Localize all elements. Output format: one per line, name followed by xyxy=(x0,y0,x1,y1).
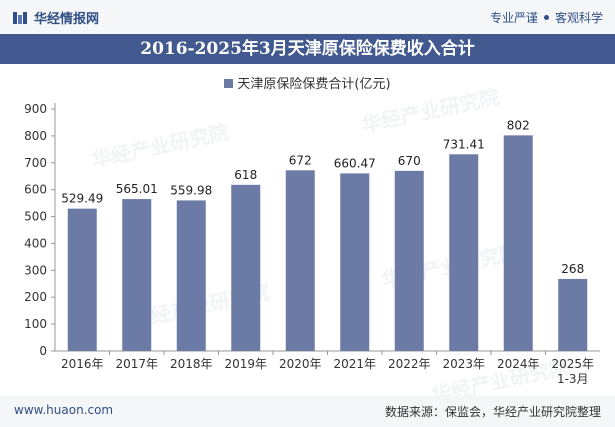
slogan-right: 客观科学 xyxy=(554,11,603,25)
data-label: 268 xyxy=(561,262,584,276)
top-bar: 华经情报网 专业严谨 客观科学 xyxy=(0,0,615,34)
x-tick-label: 2021年 xyxy=(333,357,376,371)
bar xyxy=(285,170,315,351)
data-label: 802 xyxy=(507,118,530,132)
x-tick-label-line: 1-3月 xyxy=(557,372,589,386)
x-tick-label: 2016年 xyxy=(61,357,104,371)
slogan: 专业严谨 客观科学 xyxy=(490,9,603,26)
bar xyxy=(449,154,479,351)
legend-swatch xyxy=(224,79,234,88)
y-tick-label: 500 xyxy=(24,210,47,224)
data-label: 618 xyxy=(234,168,257,182)
y-tick-label: 200 xyxy=(24,290,47,304)
data-label: 670 xyxy=(398,154,421,168)
data-label: 559.98 xyxy=(170,183,212,197)
x-tick-label-line: 2016年 xyxy=(61,357,104,371)
bar xyxy=(176,200,206,351)
brand-name: 华经情报网 xyxy=(34,12,100,27)
footer: www.huaon.com 数据来源：保监会，华经产业研究院整理 xyxy=(0,396,615,427)
data-label: 660.47 xyxy=(334,156,376,170)
data-label: 529.49 xyxy=(61,192,103,206)
footer-source: 数据来源：保监会，华经产业研究院整理 xyxy=(384,405,601,419)
legend-label: 天津原保险保费合计(亿元) xyxy=(237,77,391,92)
x-tick-label-line: 2023年 xyxy=(442,357,485,371)
slogan-left: 专业严谨 xyxy=(489,11,538,25)
bar xyxy=(231,184,261,351)
y-tick-label: 800 xyxy=(24,129,47,143)
y-tick-label: 0 xyxy=(39,344,47,358)
x-tick-label-line: 2017年 xyxy=(115,357,158,371)
x-tick-label: 2020年 xyxy=(279,357,322,371)
x-tick-label: 2017年 xyxy=(115,357,158,371)
footer-website-link[interactable]: www.huaon.com xyxy=(14,403,114,417)
x-tick-label: 2025年 1-3月 xyxy=(551,357,594,386)
y-tick-label: 400 xyxy=(24,236,47,250)
bar xyxy=(340,173,370,351)
x-tick-label-line: 2024年 xyxy=(497,357,540,371)
x-tick-label-line: 2021年 xyxy=(333,357,376,371)
chart-legend: 天津原保险保费合计(亿元) xyxy=(0,73,615,92)
dot-separator-icon xyxy=(543,15,549,20)
bar xyxy=(122,199,152,351)
x-tick-label-line: 2022年 xyxy=(388,357,431,371)
y-tick-label: 700 xyxy=(24,156,47,170)
y-tick-label: 300 xyxy=(24,263,47,277)
chart-title: 2016-2025年3月天津原保险保费收入合计 xyxy=(0,34,615,64)
brand-logo-icon xyxy=(12,10,28,26)
x-tick-label-line: 2020年 xyxy=(279,357,322,371)
brand[interactable]: 华经情报网 xyxy=(12,8,99,27)
data-label: 565.01 xyxy=(116,182,158,196)
x-tick-label: 2024年 xyxy=(497,357,540,371)
bar xyxy=(67,208,97,351)
y-tick-label: 900 xyxy=(24,102,47,116)
x-tick-label: 2022年 xyxy=(388,357,431,371)
x-tick-label: 2019年 xyxy=(224,357,267,371)
x-tick-label: 2023年 xyxy=(442,357,485,371)
y-tick-label: 600 xyxy=(24,183,47,197)
x-tick-label-line: 2018年 xyxy=(170,357,213,371)
x-tick-label-line: 2019年 xyxy=(224,357,267,371)
x-tick-label: 2018年 xyxy=(170,357,213,371)
bar xyxy=(394,170,424,351)
data-label: 672 xyxy=(289,153,312,167)
bar-chart: 0 100 200 300 400 500 600 700 800 900 529.49 2016年 5… xyxy=(24,102,600,386)
bar xyxy=(558,278,588,351)
y-tick-label: 100 xyxy=(24,317,47,331)
bar xyxy=(503,135,533,351)
x-tick-label-line: 2025年 xyxy=(551,357,594,371)
data-label: 731.41 xyxy=(443,137,485,151)
